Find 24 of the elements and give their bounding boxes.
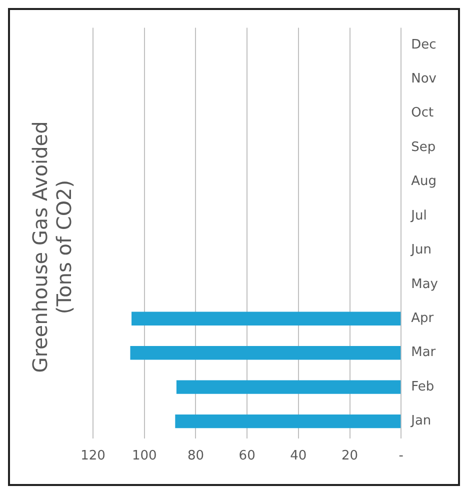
x-tick-label: 20 <box>341 448 358 464</box>
y-tick-label: Nov <box>411 72 437 86</box>
x-tick-label: - <box>398 448 404 464</box>
x-tick-label: 60 <box>238 448 256 464</box>
x-tick-label: 40 <box>290 448 307 464</box>
x-tick-label: 80 <box>187 448 204 464</box>
y-tick-label: Jul <box>410 208 427 224</box>
bar <box>175 414 401 428</box>
y-tick-label: Dec <box>411 37 436 52</box>
bar <box>176 380 401 394</box>
bar <box>130 346 401 360</box>
y-tick-label: May <box>411 276 438 292</box>
bar <box>132 312 401 326</box>
y-tick-label: Apr <box>411 311 434 326</box>
y-tick-label: Jun <box>410 242 432 258</box>
x-tick-label: 100 <box>132 448 157 464</box>
y-tick-label: Oct <box>411 106 434 121</box>
y-tick-label: Feb <box>411 379 434 394</box>
y-tick-label: Aug <box>411 174 437 190</box>
text: Greenhouse Gas Avoided (Tons of CO2) <box>28 121 76 373</box>
x-tick-label: 120 <box>80 448 106 464</box>
y-tick-label: Sep <box>411 140 436 155</box>
y-tick-label: Jan <box>410 414 432 429</box>
y-tick-label: Mar <box>411 345 436 360</box>
